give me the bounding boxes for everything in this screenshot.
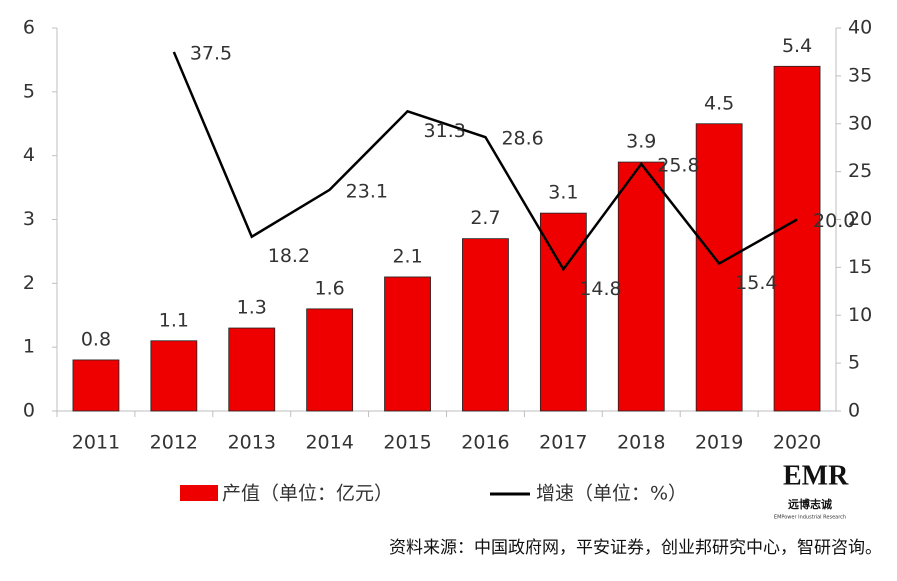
bar-value-label: 1.3 <box>237 297 267 319</box>
x-tick-label: 2011 <box>72 432 120 454</box>
x-tick-label: 2016 <box>461 432 509 454</box>
bar <box>462 238 509 412</box>
bar <box>228 327 276 412</box>
legend-label: 增速（单位：%） <box>536 483 687 505</box>
y2-tick-label: 25 <box>848 160 872 182</box>
bar-value-label: 3.9 <box>626 131 656 153</box>
line-value-label: 15.4 <box>735 272 777 294</box>
bar-value-label: 2.1 <box>392 245 422 267</box>
bar <box>695 123 743 412</box>
x-tick-label: 2020 <box>773 432 821 454</box>
bar <box>539 212 587 412</box>
bar-value-label: 5.4 <box>782 35 812 57</box>
x-tick-label: 2018 <box>617 432 665 454</box>
y2-tick-label: 35 <box>848 64 872 86</box>
bar <box>72 359 120 412</box>
y2-tick-label: 40 <box>848 17 872 39</box>
bar-value-label: 2.7 <box>470 207 500 229</box>
y2-tick-label: 0 <box>848 400 860 422</box>
line-value-label: 31.3 <box>424 120 466 142</box>
logo-mark: EMR <box>783 460 849 491</box>
bar <box>773 65 821 412</box>
line <box>172 51 798 272</box>
y-tick-label: 1 <box>23 336 35 358</box>
bar-value-label: 4.5 <box>704 92 734 114</box>
y2-tick-label: 30 <box>848 112 872 134</box>
bar <box>384 276 431 412</box>
y-tick-label: 5 <box>23 80 35 102</box>
line-value-label: 20.0 <box>813 210 855 232</box>
logo-name: 远博志诚 <box>788 497 832 511</box>
bar-value-label: 1.6 <box>315 277 345 299</box>
bar <box>150 340 198 412</box>
y-tick-label: 2 <box>23 272 35 294</box>
line-value-label: 37.5 <box>190 42 232 64</box>
x-tick-label: 2017 <box>539 432 587 454</box>
line-value-label: 25.8 <box>657 154 699 176</box>
x-tick-label: 2013 <box>228 432 276 454</box>
x-tick-label: 2015 <box>383 432 431 454</box>
bar <box>306 308 354 412</box>
logo-tagline: EMPower Industrial Research <box>774 515 846 521</box>
y2-tick-label: 15 <box>848 256 872 278</box>
bar-value-label: 0.8 <box>81 328 111 350</box>
line-value-label: 28.6 <box>501 128 543 150</box>
line-value-label: 14.8 <box>579 278 621 300</box>
legend-label: 产值（单位：亿元） <box>222 483 393 505</box>
y2-tick-label: 20 <box>848 208 872 230</box>
y2-tick-label: 5 <box>848 352 860 374</box>
y2-tick-label: 10 <box>848 304 872 326</box>
x-tick-label: 2014 <box>305 432 353 454</box>
line-value-label: 18.2 <box>268 245 310 267</box>
bar-value-label: 1.1 <box>159 309 189 331</box>
bar <box>617 161 665 412</box>
line-value-label: 23.1 <box>346 180 388 202</box>
y-tick-label: 3 <box>23 208 35 230</box>
x-tick-label: 2019 <box>695 432 743 454</box>
bar-value-label: 3.1 <box>548 182 578 204</box>
y-tick-label: 6 <box>23 17 35 39</box>
source: 资料来源：中国政府网，平安证券，创业邦研究中心，智研咨询。 <box>389 538 882 558</box>
x-tick-label: 2012 <box>150 432 198 454</box>
y-tick-label: 0 <box>23 400 35 422</box>
legend-swatch-bar <box>180 485 218 501</box>
y-tick-label: 4 <box>23 144 35 166</box>
